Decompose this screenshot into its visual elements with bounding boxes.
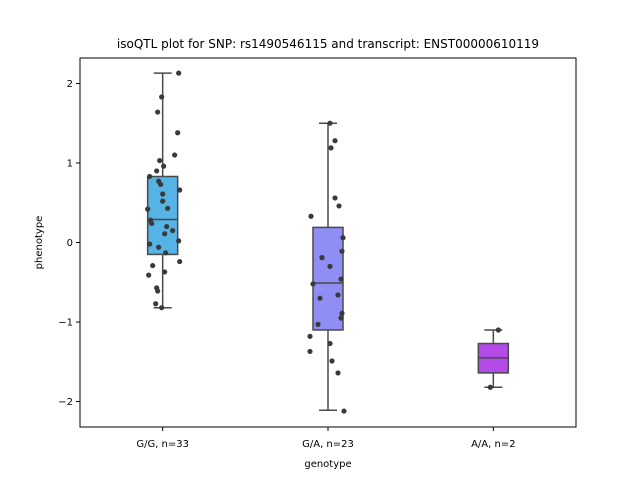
y-axis: −2 −1 0 1 2 (58, 79, 80, 408)
data-point (315, 321, 321, 328)
data-point (177, 187, 183, 193)
data-point (155, 109, 161, 115)
data-point (332, 195, 338, 201)
data-point (147, 173, 153, 180)
data-point (172, 152, 178, 158)
data-point (176, 238, 182, 244)
data-point (319, 255, 325, 261)
data-point (160, 198, 166, 204)
chart-title: isoQTL plot for SNP: rs1490546115 and tr… (117, 37, 539, 51)
y-tick-label: 2 (67, 79, 73, 90)
data-point (159, 94, 165, 100)
data-point (170, 227, 176, 234)
data-point (327, 120, 333, 126)
data-point (339, 248, 345, 254)
data-point (338, 315, 344, 321)
data-point (327, 340, 333, 347)
data-point (147, 241, 153, 247)
data-point (157, 157, 163, 164)
data-point (154, 168, 160, 174)
data-point (164, 223, 170, 230)
data-point (328, 145, 334, 151)
data-point (158, 181, 164, 188)
data-point (153, 301, 159, 307)
x-tick-label: G/G, n=33 (136, 439, 189, 450)
data-point (335, 292, 341, 298)
data-point (146, 272, 152, 278)
y-tick-label: 1 (67, 158, 73, 169)
data-point (338, 276, 344, 282)
data-point (162, 269, 168, 275)
data-point (161, 163, 167, 169)
data-point (177, 258, 183, 265)
data-point (341, 408, 347, 414)
data-point (145, 206, 151, 212)
data-point (159, 305, 165, 311)
x-tick-label: A/A, n=2 (471, 439, 516, 450)
data-point (307, 333, 313, 339)
data-point (160, 191, 166, 197)
data-point (495, 327, 501, 333)
data-point (155, 288, 161, 294)
data-point (327, 263, 333, 269)
data-point (308, 213, 314, 219)
data-point (163, 250, 169, 256)
data-point (310, 281, 316, 287)
data-point (150, 262, 156, 269)
y-tick-label: 0 (67, 238, 73, 249)
x-tick-label: G/A, n=23 (302, 439, 354, 450)
data-point (332, 138, 338, 144)
data-point (307, 348, 313, 355)
y-axis-label: phenotype (34, 216, 45, 270)
data-point (149, 220, 155, 227)
box-iqr (146, 175, 179, 256)
data-point (176, 70, 182, 76)
data-point (487, 384, 493, 390)
data-point (162, 231, 168, 237)
data-point (329, 358, 335, 364)
data-point (340, 235, 346, 241)
data-point (336, 203, 342, 209)
data-point (156, 244, 162, 250)
x-axis: G/G, n=33 G/A, n=23 A/A, n=2 (136, 427, 516, 450)
data-point (165, 205, 171, 211)
plot-area (145, 70, 510, 414)
data-point (317, 295, 323, 301)
y-tick-label: −1 (58, 318, 73, 329)
data-point (335, 370, 341, 376)
x-axis-label: genotype (304, 459, 351, 470)
data-point (175, 130, 181, 136)
y-tick-label: −2 (58, 397, 73, 408)
data-point (339, 310, 345, 316)
